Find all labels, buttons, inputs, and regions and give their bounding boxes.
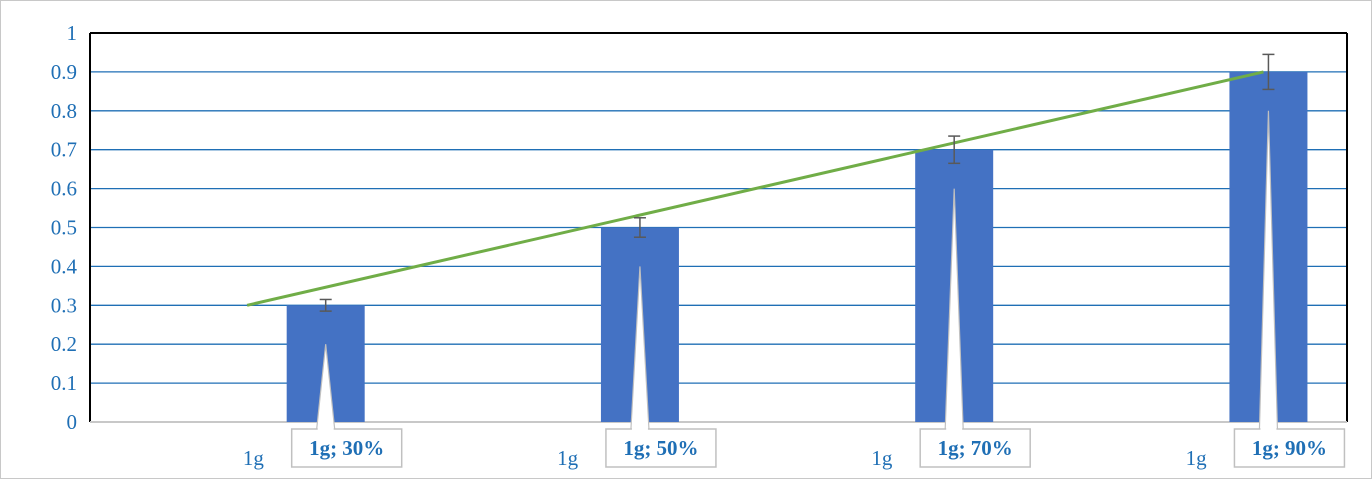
y-tick-label: 0.1 [51, 371, 77, 395]
data-label: 1g; 70% [938, 436, 1013, 460]
y-tick-label: 0 [67, 410, 78, 434]
data-label: 1g; 30% [309, 436, 384, 460]
y-tick-label: 1 [67, 21, 78, 45]
y-tick-label: 0.4 [51, 254, 78, 278]
data-label-box [1233, 428, 1346, 468]
y-tick-label: 0.7 [51, 138, 77, 162]
y-tick-label: 0.3 [51, 293, 77, 317]
trend-line [246, 70, 1264, 307]
x-category-label: 1g [1186, 446, 1208, 470]
y-tick-label: 0.6 [51, 177, 77, 201]
data-label: 1g; 90% [1252, 436, 1327, 460]
y-tick-label: 0.9 [51, 60, 77, 84]
data-label-box [919, 428, 1031, 468]
x-category-label: 1g [871, 446, 893, 470]
y-tick-label: 0.8 [51, 99, 77, 123]
x-category-label: 1g [243, 446, 265, 470]
data-label: 1g; 50% [623, 436, 698, 460]
data-label-box [605, 428, 717, 468]
y-tick-label: 0.2 [51, 332, 77, 356]
x-category-label: 1g [557, 446, 579, 470]
y-tick-label: 0.5 [51, 216, 77, 240]
data-label-box [290, 428, 403, 468]
